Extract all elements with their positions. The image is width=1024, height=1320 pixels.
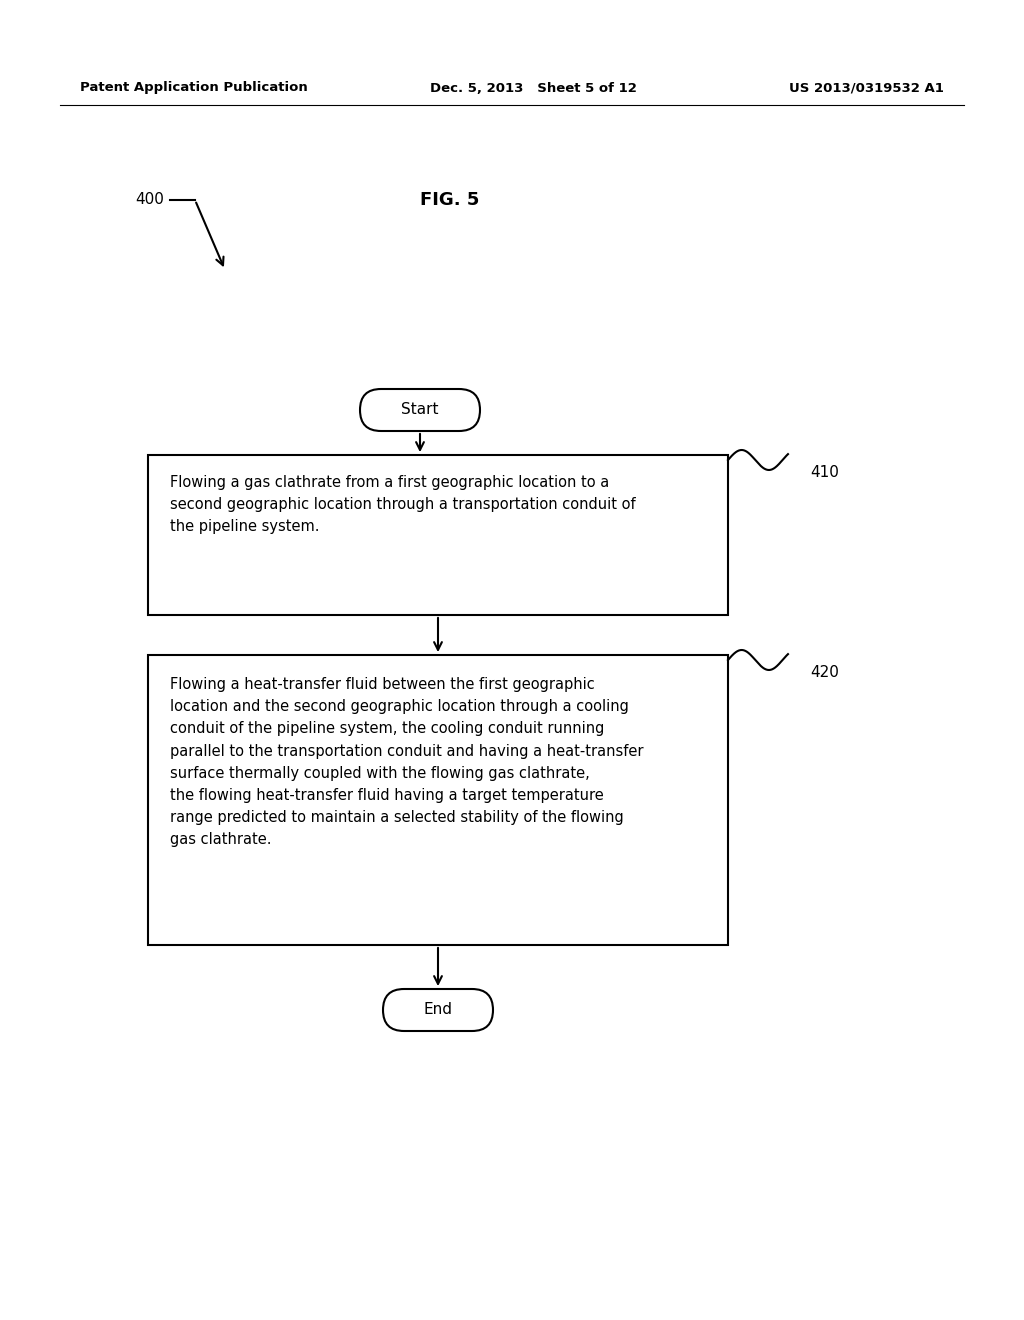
Bar (148, 655, 728, 945)
Text: 410: 410 (810, 465, 839, 480)
Text: 400: 400 (135, 193, 164, 207)
Text: Dec. 5, 2013   Sheet 5 of 12: Dec. 5, 2013 Sheet 5 of 12 (430, 82, 637, 95)
FancyBboxPatch shape (360, 389, 480, 432)
Bar (148, 455, 728, 615)
Text: 420: 420 (810, 665, 839, 680)
Text: End: End (424, 1002, 453, 1018)
FancyBboxPatch shape (383, 989, 493, 1031)
Text: FIG. 5: FIG. 5 (420, 191, 479, 209)
Text: Start: Start (401, 403, 438, 417)
Text: Flowing a heat-transfer fluid between the first geographic
location and the seco: Flowing a heat-transfer fluid between th… (170, 677, 643, 847)
Text: US 2013/0319532 A1: US 2013/0319532 A1 (790, 82, 944, 95)
Text: Flowing a gas clathrate from a first geographic location to a
second geographic : Flowing a gas clathrate from a first geo… (170, 475, 636, 535)
Text: Patent Application Publication: Patent Application Publication (80, 82, 308, 95)
